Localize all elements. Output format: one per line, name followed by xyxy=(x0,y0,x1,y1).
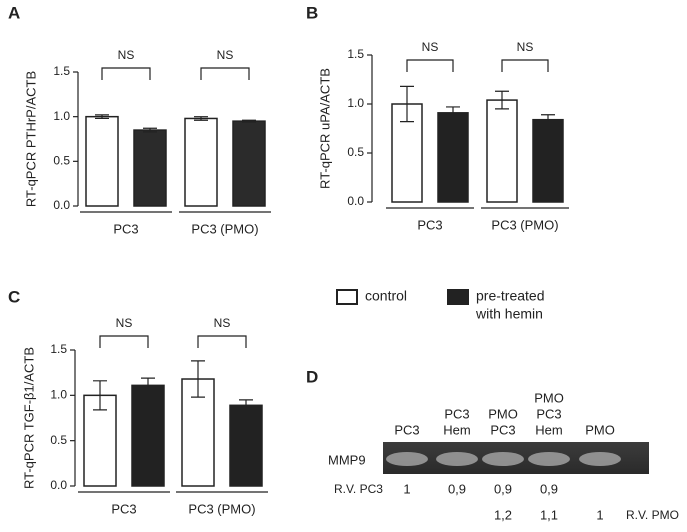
panel-label: C xyxy=(8,287,20,306)
x-tick-label: PC3 xyxy=(111,501,136,516)
x-tick-label: PC3 (PMO) xyxy=(188,501,255,516)
significance-label: NS xyxy=(422,40,439,54)
bar xyxy=(532,118,564,203)
significance-label: NS xyxy=(517,40,534,54)
error-bar xyxy=(400,85,414,123)
y-tick-label: 1.0 xyxy=(50,388,67,402)
relative-value: 0,9 xyxy=(448,481,466,496)
bar xyxy=(486,99,518,203)
panel-label: D xyxy=(306,367,318,386)
y-tick-label: 0.0 xyxy=(53,198,70,212)
significance-bracket xyxy=(99,335,149,348)
lane-label: PC3 xyxy=(394,422,419,437)
significance-bracket xyxy=(501,59,549,72)
gel-band xyxy=(579,452,621,466)
x-tick-label: PC3 xyxy=(113,221,138,236)
significance-bracket xyxy=(197,335,247,348)
y-tick-label: 0.5 xyxy=(53,154,70,168)
bar xyxy=(133,129,167,207)
error-bar xyxy=(446,106,460,120)
lane-label: PMO xyxy=(488,406,518,421)
error-bar xyxy=(141,377,155,394)
y-axis-label: RT-qPCR TGF-β1/ACTB xyxy=(21,347,36,489)
significance-bracket xyxy=(200,67,250,80)
bar xyxy=(437,112,469,203)
lane-label: Hem xyxy=(443,422,470,437)
y-tick-label: 1.5 xyxy=(53,64,70,78)
legend-label: control xyxy=(365,288,407,304)
panel-label: B xyxy=(306,3,318,22)
error-bar xyxy=(191,360,205,398)
lane-label: PC3 xyxy=(536,406,561,421)
x-tick-label: PC3 xyxy=(417,217,442,232)
y-tick-label: 0.5 xyxy=(50,433,67,447)
gel-band xyxy=(436,452,478,466)
row-label: R.V. PMO xyxy=(626,508,679,522)
lane-label: PMO xyxy=(534,390,564,405)
bar xyxy=(232,120,266,207)
y-tick-label: 0.0 xyxy=(50,478,67,492)
legend-label: pre-treated xyxy=(476,288,544,304)
y-tick-label: 1.5 xyxy=(50,342,67,356)
bar xyxy=(83,394,117,487)
panel-label: A xyxy=(8,3,20,22)
legend-swatch xyxy=(336,289,358,305)
x-tick-label: PC3 (PMO) xyxy=(491,217,558,232)
lane-label: Hem xyxy=(535,422,562,437)
error-bar xyxy=(95,114,109,120)
bar xyxy=(229,404,263,487)
lane-label: PMO xyxy=(585,422,615,437)
y-axis-label: RT-qPCR uPA/ACTB xyxy=(317,68,332,189)
relative-value: 1,1 xyxy=(540,507,558,522)
bar xyxy=(131,384,165,487)
y-tick-label: 1.0 xyxy=(53,109,70,123)
error-bar xyxy=(541,114,555,126)
x-tick-label: PC3 (PMO) xyxy=(191,221,258,236)
significance-bracket xyxy=(101,67,151,80)
relative-value: 1 xyxy=(596,507,603,522)
error-bar xyxy=(194,116,208,121)
lane-label: PC3 xyxy=(444,406,469,421)
bar xyxy=(85,115,119,207)
legend-label: with hemin xyxy=(475,306,543,322)
y-tick-label: 0.0 xyxy=(347,194,364,208)
y-axis-label: RT-qPCR PTHrP/ACTB xyxy=(23,71,38,207)
significance-label: NS xyxy=(217,48,234,62)
bar xyxy=(184,117,218,207)
relative-value: 0,9 xyxy=(540,481,558,496)
error-bar xyxy=(239,399,253,412)
significance-bracket xyxy=(406,59,454,72)
legend-swatch xyxy=(447,289,469,305)
error-bar xyxy=(495,90,509,110)
row-label: R.V. PC3 xyxy=(334,482,383,496)
y-tick-label: 0.5 xyxy=(347,145,364,159)
significance-label: NS xyxy=(116,316,133,330)
relative-value: 1 xyxy=(403,481,410,496)
y-tick-label: 1.0 xyxy=(347,96,364,110)
relative-value: 1,2 xyxy=(494,507,512,522)
lane-label: PC3 xyxy=(490,422,515,437)
error-bar xyxy=(242,119,256,123)
significance-label: NS xyxy=(214,316,231,330)
gel-band xyxy=(386,452,428,466)
row-label: MMP9 xyxy=(328,452,366,467)
error-bar xyxy=(143,127,157,133)
y-tick-label: 1.5 xyxy=(347,47,364,61)
error-bar xyxy=(93,380,107,411)
relative-value: 0,9 xyxy=(494,481,512,496)
significance-label: NS xyxy=(118,48,135,62)
gel-band xyxy=(482,452,524,466)
gel-band xyxy=(528,452,570,466)
